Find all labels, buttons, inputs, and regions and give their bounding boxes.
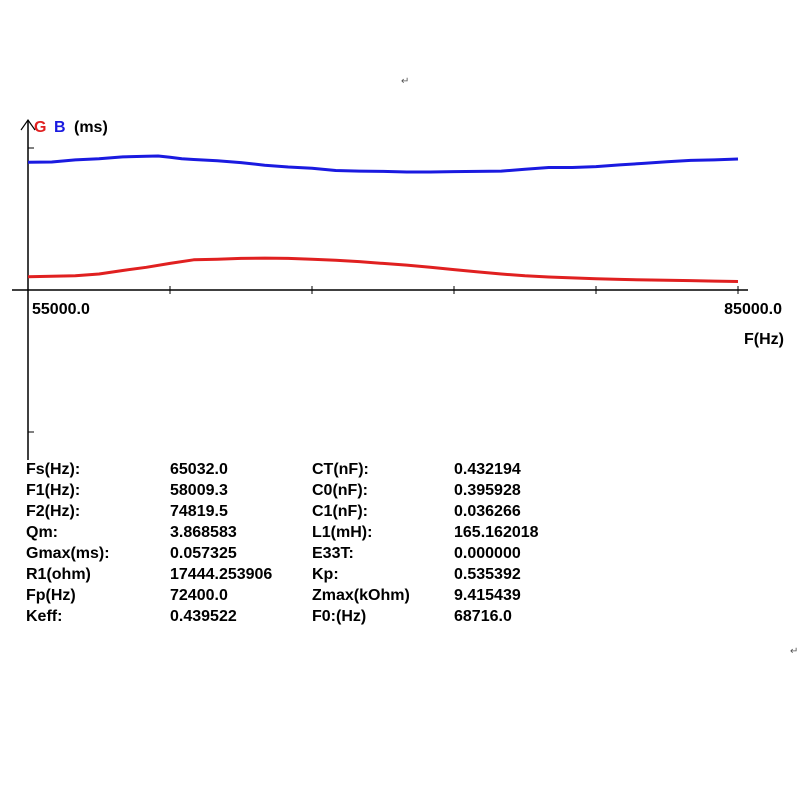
param-name: Zmax(kOhm): [312, 587, 410, 604]
param-value: 0.036266: [454, 503, 521, 520]
param-value: 65032.0: [170, 461, 228, 478]
x-axis-label: F(Hz): [744, 331, 784, 348]
param-value: 58009.3: [170, 482, 228, 499]
param-name: Qm:: [26, 524, 58, 541]
param-value: 72400.0: [170, 587, 228, 604]
stray-return-mark: ↵: [790, 646, 799, 657]
param-value: 0.000000: [454, 545, 521, 562]
parameter-row: Keff: 0.439522 F0:(Hz) 68716.0: [26, 608, 586, 629]
stray-return-mark: ↵: [401, 76, 410, 87]
series-line-0: [27, 154, 739, 174]
parameter-row: Qm: 3.868583 L1(mH): 165.162018: [26, 524, 586, 545]
param-name: Gmax(ms):: [26, 545, 110, 562]
parameter-table: Fs(Hz): 65032.0 CT(nF): 0.432194 F1(Hz): 5800…: [26, 461, 586, 629]
param-name: CT(nF):: [312, 461, 369, 478]
parameter-row: Fs(Hz): 65032.0 CT(nF): 0.432194: [26, 461, 586, 482]
legend-b: B: [54, 119, 66, 136]
param-value: 0.439522: [170, 608, 237, 625]
param-value: 9.415439: [454, 587, 521, 604]
param-name: F0:(Hz): [312, 608, 367, 625]
param-value: 74819.5: [170, 503, 228, 520]
parameter-row: Gmax(ms): 0.057325 E33T: 0.000000: [26, 545, 586, 566]
parameter-row: F2(Hz): 74819.5 C1(nF): 0.036266: [26, 503, 586, 524]
param-value: 0.432194: [454, 461, 521, 478]
x-tick-label: 85000.0: [724, 301, 782, 318]
param-value: 0.535392: [454, 566, 521, 583]
chart-labels: G B (ms) 55000.0 85000.0 F(Hz): [32, 119, 784, 348]
x-tick-label: 55000.0: [32, 301, 90, 318]
parameter-row: F1(Hz): 58009.3 C0(nF): 0.395928: [26, 482, 586, 503]
legend-g: G: [34, 119, 46, 136]
chart-axes: [12, 118, 748, 460]
parameter-row: R1(ohm) 17444.253906 Kp: 0.535392: [26, 566, 586, 587]
param-name: F2(Hz):: [26, 503, 81, 520]
y-unit-label: (ms): [74, 119, 108, 136]
param-name: Kp:: [312, 566, 339, 583]
param-value: 0.395928: [454, 482, 521, 499]
series-line-1: [27, 256, 739, 283]
param-name: E33T:: [312, 545, 354, 562]
param-name: L1(mH):: [312, 524, 373, 541]
chart-series: [27, 154, 739, 283]
param-name: C1(nF):: [312, 503, 368, 520]
param-name: C0(nF):: [312, 482, 368, 499]
parameter-row: Fp(Hz) 72400.0 Zmax(kOhm) 9.415439: [26, 587, 586, 608]
param-name: Keff:: [26, 608, 63, 625]
param-name: R1(ohm): [26, 566, 91, 583]
param-name: Fs(Hz):: [26, 461, 81, 478]
param-value: 17444.253906: [170, 566, 273, 583]
y-axis-arrow: [20, 118, 36, 131]
param-name: F1(Hz):: [26, 482, 81, 499]
param-value: 165.162018: [454, 524, 539, 541]
param-name: Fp(Hz): [26, 587, 76, 604]
param-value: 68716.0: [454, 608, 512, 625]
param-value: 3.868583: [170, 524, 237, 541]
param-value: 0.057325: [170, 545, 237, 562]
